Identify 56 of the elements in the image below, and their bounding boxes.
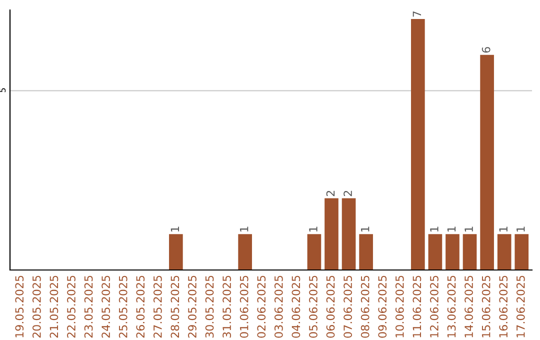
x-tick-label: 15.06.2025 — [482, 276, 490, 338]
x-tick-label: 03.06.2025 — [274, 276, 283, 338]
bar — [169, 234, 183, 270]
data-label: 2 — [326, 190, 335, 196]
bar — [428, 234, 442, 270]
data-label: 1 — [170, 226, 179, 232]
x-tick-label: 22.05.2025 — [67, 276, 76, 338]
data-label: 1 — [309, 226, 318, 232]
bar — [497, 234, 512, 270]
bar — [238, 234, 252, 270]
bar — [446, 234, 460, 270]
x-tick-label: 28.05.2025 — [170, 276, 180, 338]
bar — [307, 234, 322, 270]
data-label: 6 — [482, 47, 490, 53]
x-tick-label: 25.05.2025 — [118, 276, 128, 338]
bar — [342, 198, 356, 270]
x-tick-label: 21.05.2025 — [50, 276, 58, 338]
x-tick-label: 20.05.2025 — [32, 276, 41, 338]
x-tick-label: 23.05.2025 — [84, 276, 93, 338]
x-tick-label: 30.05.2025 — [205, 276, 214, 338]
bar — [324, 198, 338, 270]
x-tick-label: 31.05.2025 — [222, 276, 232, 338]
x-tick-label: 09.06.2025 — [378, 276, 387, 338]
data-label: 1 — [240, 226, 248, 232]
bar — [462, 234, 477, 270]
x-tick-label: 10.06.2025 — [395, 276, 404, 338]
data-label: 1 — [361, 226, 370, 232]
data-label: 1 — [499, 226, 508, 232]
bar — [514, 234, 529, 270]
x-tick-label: 12.06.2025 — [430, 276, 438, 338]
data-label: 1 — [447, 226, 456, 232]
x-tick-label: 02.06.2025 — [257, 276, 266, 338]
x-tick-label: 11.06.2025 — [412, 276, 422, 338]
x-tick-label: 24.05.2025 — [102, 276, 110, 338]
bar — [480, 54, 494, 270]
x-tick-label: 16.06.2025 — [499, 276, 508, 338]
x-tick-label: 26.05.2025 — [136, 276, 145, 338]
x-tick-label: 01.06.2025 — [240, 276, 248, 338]
data-label: 1 — [430, 226, 438, 232]
x-tick-label: 19.05.2025 — [15, 276, 24, 338]
data-label: 7 — [412, 11, 421, 17]
data-label: 2 — [344, 190, 352, 196]
data-label: 1 — [464, 226, 473, 232]
data-label: 1 — [516, 226, 525, 232]
x-tick-label: 17.06.2025 — [516, 276, 525, 338]
x-tick-label: 13.06.2025 — [447, 276, 456, 338]
x-tick-label: 29.05.2025 — [188, 276, 196, 338]
x-tick-label: 04.06.2025 — [292, 276, 300, 338]
x-tick-label: 27.05.2025 — [153, 276, 162, 338]
x-tick-label: 06.06.2025 — [326, 276, 335, 338]
bar — [411, 18, 425, 270]
x-tick-label: 14.06.2025 — [464, 276, 473, 338]
x-tick-label: 07.06.2025 — [344, 276, 352, 338]
x-tick-label: 08.06.2025 — [360, 276, 370, 338]
bar — [359, 234, 373, 270]
x-tick-label: 05.06.2025 — [309, 276, 318, 338]
